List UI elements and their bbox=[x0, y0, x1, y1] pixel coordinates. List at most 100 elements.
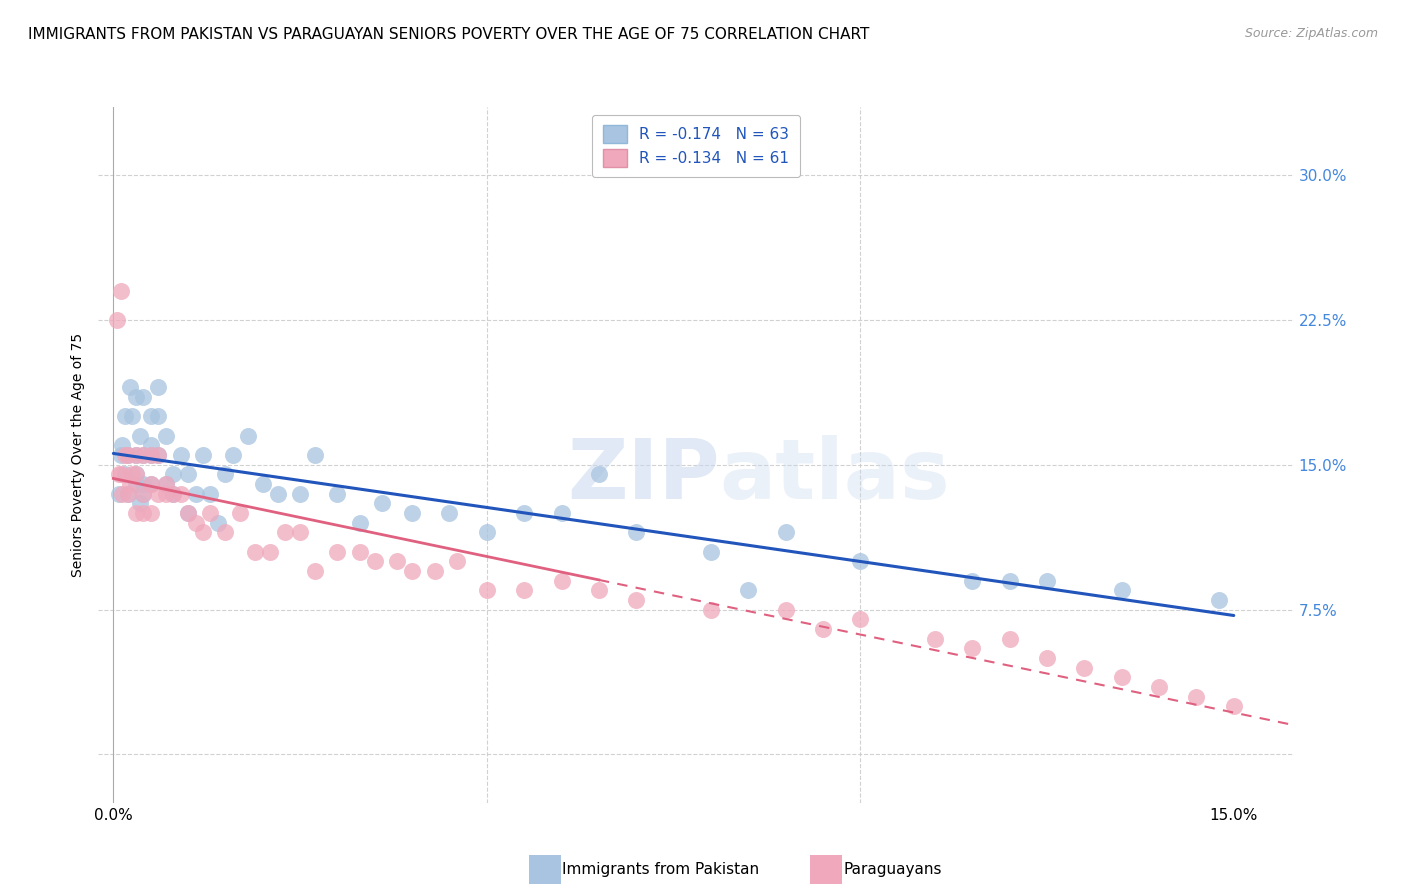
Point bbox=[118, 380, 141, 394]
Point bbox=[128, 496, 150, 510]
Point bbox=[139, 438, 162, 452]
Point bbox=[128, 428, 150, 442]
Text: IMMIGRANTS FROM PAKISTAN VS PARAGUAYAN SENIORS POVERTY OVER THE AGE OF 75 CORREL: IMMIGRANTS FROM PAKISTAN VS PARAGUAYAN S… bbox=[28, 27, 869, 42]
Point bbox=[117, 486, 139, 500]
Point bbox=[125, 467, 148, 482]
Point bbox=[117, 448, 139, 462]
Point bbox=[139, 476, 162, 491]
Point bbox=[125, 476, 148, 491]
Point bbox=[371, 496, 394, 510]
Point bbox=[125, 448, 148, 462]
Point bbox=[118, 476, 141, 491]
Point bbox=[148, 380, 170, 394]
Point bbox=[148, 448, 170, 462]
Point bbox=[148, 486, 170, 500]
Point bbox=[304, 448, 326, 462]
Point bbox=[111, 486, 134, 500]
Legend: R = -0.174   N = 63, R = -0.134   N = 61: R = -0.174 N = 63, R = -0.134 N = 61 bbox=[592, 115, 800, 178]
Point bbox=[288, 486, 311, 500]
Point bbox=[139, 448, 162, 462]
Point bbox=[214, 467, 236, 482]
Point bbox=[169, 448, 191, 462]
Point bbox=[110, 448, 132, 462]
Point bbox=[121, 467, 143, 482]
Point bbox=[132, 486, 155, 500]
Point bbox=[259, 544, 281, 558]
Point bbox=[550, 506, 572, 520]
Point bbox=[132, 390, 155, 404]
Point bbox=[132, 506, 155, 520]
Point bbox=[111, 438, 134, 452]
Point bbox=[132, 476, 155, 491]
Point bbox=[1111, 583, 1133, 598]
Point bbox=[326, 544, 349, 558]
Point bbox=[1208, 592, 1230, 607]
Point bbox=[349, 544, 371, 558]
Text: Source: ZipAtlas.com: Source: ZipAtlas.com bbox=[1244, 27, 1378, 40]
Point bbox=[117, 486, 139, 500]
Point bbox=[191, 448, 214, 462]
Point bbox=[475, 525, 498, 540]
Point bbox=[998, 632, 1021, 646]
Point bbox=[132, 448, 155, 462]
Point bbox=[155, 486, 177, 500]
Point bbox=[125, 467, 148, 482]
Point bbox=[775, 525, 797, 540]
Point bbox=[775, 602, 797, 616]
Point bbox=[184, 486, 207, 500]
Point bbox=[108, 467, 131, 482]
Point bbox=[1147, 680, 1170, 694]
Point bbox=[162, 486, 184, 500]
Point bbox=[252, 476, 274, 491]
Point bbox=[513, 583, 536, 598]
Point bbox=[475, 583, 498, 598]
Point bbox=[117, 448, 139, 462]
Point bbox=[155, 476, 177, 491]
Point bbox=[1036, 651, 1059, 665]
Point bbox=[385, 554, 409, 568]
Point bbox=[177, 506, 200, 520]
Point bbox=[998, 574, 1021, 588]
Point bbox=[439, 506, 461, 520]
Point bbox=[1185, 690, 1208, 704]
Point bbox=[191, 525, 214, 540]
Point bbox=[114, 448, 136, 462]
Point bbox=[139, 448, 162, 462]
Text: ZIP: ZIP bbox=[568, 435, 720, 516]
Point bbox=[1073, 660, 1095, 674]
Point bbox=[207, 516, 229, 530]
Point bbox=[364, 554, 387, 568]
Point bbox=[849, 554, 872, 568]
Point bbox=[1222, 699, 1246, 714]
Point bbox=[550, 574, 572, 588]
Point bbox=[245, 544, 267, 558]
Point bbox=[737, 583, 759, 598]
Point bbox=[624, 592, 647, 607]
Point bbox=[139, 506, 162, 520]
Point bbox=[114, 467, 136, 482]
Point bbox=[148, 409, 170, 424]
Point bbox=[624, 525, 647, 540]
Text: atlas: atlas bbox=[720, 435, 950, 516]
Point bbox=[110, 284, 132, 298]
Point bbox=[125, 448, 148, 462]
Point bbox=[200, 486, 222, 500]
Point bbox=[155, 476, 177, 491]
Point bbox=[139, 409, 162, 424]
Point bbox=[184, 516, 207, 530]
Point bbox=[401, 564, 423, 578]
Point bbox=[849, 612, 872, 626]
Point bbox=[222, 448, 245, 462]
Point bbox=[401, 506, 423, 520]
Point bbox=[811, 622, 834, 636]
Point bbox=[132, 486, 155, 500]
Point bbox=[236, 428, 259, 442]
Point bbox=[177, 506, 200, 520]
Point bbox=[108, 486, 131, 500]
Point bbox=[446, 554, 468, 568]
Point bbox=[513, 506, 536, 520]
Point bbox=[105, 312, 128, 326]
Point bbox=[588, 467, 610, 482]
Point bbox=[267, 486, 290, 500]
Point bbox=[132, 448, 155, 462]
